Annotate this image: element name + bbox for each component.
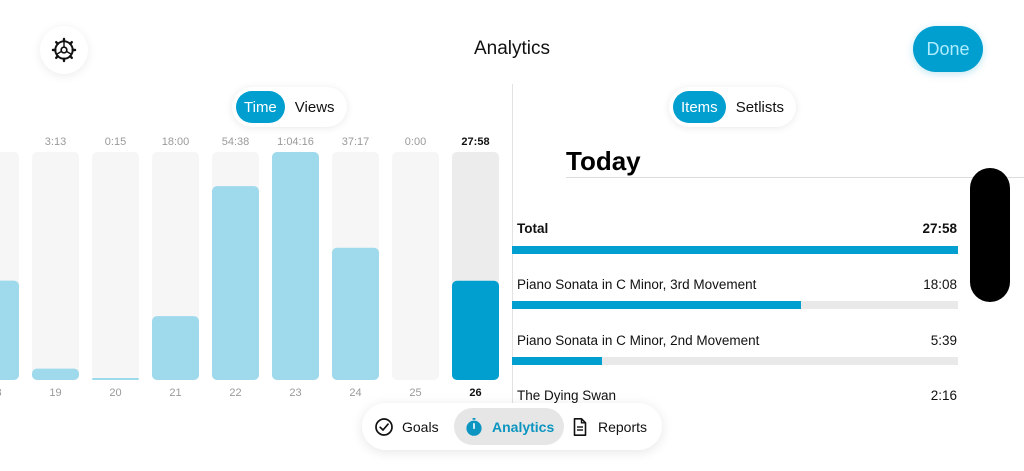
chart-value-label: 54:38 [222, 136, 250, 148]
bottom-tab-bar: Goals Analytics Reports [362, 403, 662, 450]
item-bar-fill [512, 301, 801, 309]
today-heading: Today [566, 146, 641, 176]
toggle-items[interactable]: Items [673, 91, 726, 123]
chart-category-label: 23 [289, 387, 301, 399]
chart-category-label: 20 [109, 387, 121, 399]
tab-reports[interactable]: Reports [560, 408, 657, 445]
toggle-views[interactable]: Views [294, 98, 335, 116]
today-divider [566, 177, 1024, 178]
chart-bar [92, 378, 139, 380]
document-icon [573, 417, 587, 436]
tab-goals-label: Goals [402, 418, 439, 435]
total-label: Total [517, 221, 549, 236]
settings-button[interactable] [40, 26, 88, 74]
chart-value-label: 18:00 [162, 136, 190, 148]
list-item[interactable]: Piano Sonata in C Minor, 3rd Movement 18… [517, 277, 957, 292]
total-value: 27:58 [922, 221, 957, 236]
toggle-time[interactable]: Time [236, 91, 285, 123]
total-bar-track [512, 246, 958, 254]
chart-value-label: 37:17 [342, 136, 370, 148]
chart-value-label: 1:04:16 [277, 136, 314, 148]
chart-value-label: 0:00 [405, 136, 426, 148]
item-duration: 18:08 [923, 277, 957, 292]
chart-bar [452, 280, 499, 380]
chart-bar [332, 247, 379, 380]
chart-category-label: 19 [49, 387, 61, 399]
settings-gear-icon [51, 37, 77, 63]
item-bar-track [512, 301, 958, 309]
done-button[interactable]: Done [913, 26, 983, 72]
item-name: Piano Sonata in C Minor, 2nd Movement [517, 333, 760, 348]
chart-category-label: 25 [409, 387, 421, 399]
chart-column-track[interactable] [392, 152, 439, 380]
chart-category-label: 26 [469, 387, 481, 399]
chart-bar [0, 280, 19, 380]
scroll-handle[interactable] [970, 168, 1010, 302]
page-title: Analytics [473, 38, 551, 59]
chart-category-label: 24 [349, 387, 361, 399]
item-duration: 2:16 [930, 388, 957, 403]
daily-time-chart: 18 3:13 19 0:15 20 18:00 21 54:38 22 1:04:16 23 37:… [0, 126, 512, 406]
item-bar-track [512, 357, 958, 365]
chart-value-label: 3:13 [45, 136, 66, 148]
item-duration: 5:39 [930, 333, 957, 348]
stopwatch-icon [466, 417, 482, 436]
chart-bar [272, 152, 319, 380]
chart-value-label: 0:15 [105, 136, 126, 148]
total-row: Total 27:58 [517, 221, 957, 236]
chart-svg: 18 3:13 19 0:15 20 18:00 21 54:38 22 1:04:16 23 37:… [0, 136, 499, 399]
total-bar-fill [512, 246, 958, 254]
tab-reports-label: Reports [598, 418, 648, 435]
item-bar-fill [512, 357, 603, 365]
chart-bar [212, 186, 259, 380]
chart-category-label: 18 [0, 387, 2, 399]
chart-bar [152, 316, 199, 380]
time-views-toggle: Time Views [232, 87, 347, 127]
chart-column-track[interactable] [92, 152, 139, 380]
list-item[interactable]: Piano Sonata in C Minor, 2nd Movement 5:… [517, 333, 957, 348]
chart-category-label: 21 [169, 387, 181, 399]
chart-column-track[interactable] [32, 152, 79, 380]
item-name: Piano Sonata in C Minor, 3rd Movement [517, 277, 757, 292]
pane-divider [512, 84, 513, 404]
chart-category-label: 22 [229, 387, 241, 399]
toggle-setlists[interactable]: Setlists [735, 98, 785, 116]
item-name: The Dying Swan [517, 388, 617, 403]
tab-analytics[interactable]: Analytics [454, 408, 565, 445]
list-item[interactable]: The Dying Swan 2:16 [517, 388, 957, 403]
chart-value-label: 27:58 [461, 136, 489, 148]
tab-analytics-label: Analytics [492, 418, 555, 435]
check-circle-icon [375, 417, 393, 436]
chart-bar [32, 368, 79, 380]
tab-goals[interactable]: Goals [364, 408, 449, 445]
items-setlists-toggle: Items Setlists [669, 87, 797, 127]
